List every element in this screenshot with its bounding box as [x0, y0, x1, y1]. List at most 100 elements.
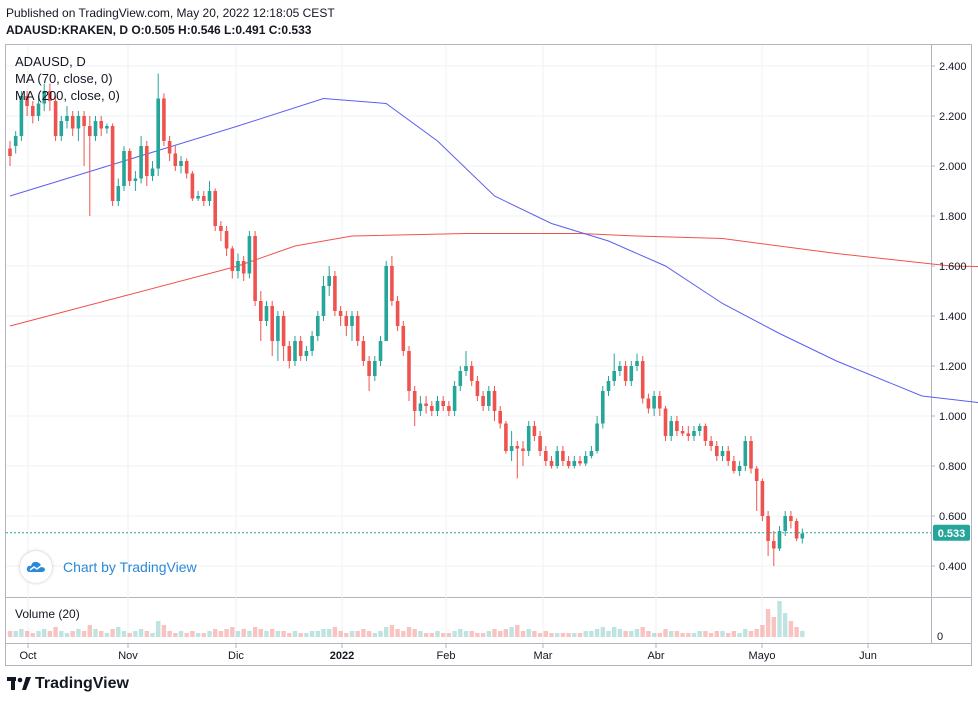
last-price-label: 0.533: [938, 528, 966, 540]
candle-body: [766, 516, 770, 541]
candle-body: [310, 336, 314, 351]
ohlc-readout: ADAUSD:KRAKEN, D O:0.505 H:0.546 L:0.491…: [6, 23, 312, 37]
candle-body: [156, 98, 160, 169]
volume-bar: [697, 631, 702, 637]
volume-bar: [691, 633, 697, 637]
volume-bar: [708, 633, 714, 637]
candle-body: [703, 426, 708, 441]
volume-bar: [731, 631, 737, 637]
footer-brand[interactable]: TradingView: [7, 675, 129, 693]
volume-bar: [389, 625, 395, 637]
candle-body: [338, 311, 343, 316]
candle-body: [105, 126, 109, 129]
volume-bar: [452, 631, 457, 637]
volume-bar: [93, 629, 98, 637]
y-tick-label: 2.000: [939, 161, 967, 173]
volume-bar: [441, 633, 446, 637]
candle-body: [179, 161, 183, 166]
candle-body: [401, 326, 406, 351]
y-tick-label: 1.800: [939, 211, 967, 223]
volume-bar: [258, 629, 263, 637]
ma200-path: [9, 233, 978, 327]
candle-body: [162, 98, 166, 141]
candle-body: [578, 461, 582, 464]
candle-body: [487, 391, 491, 406]
candle-body: [13, 136, 18, 146]
candle-body: [709, 441, 713, 446]
volume-bar: [537, 633, 543, 637]
candle-body: [749, 441, 753, 469]
y-tick-label: 1.600: [939, 261, 967, 273]
volume-bar: [344, 633, 349, 637]
volume-bar: [167, 631, 172, 637]
volume-bar: [526, 629, 531, 637]
volume-bar: [401, 631, 406, 637]
volume-bar: [469, 631, 474, 637]
volume-bar: [13, 631, 18, 637]
candle-body: [544, 451, 548, 461]
candle-body: [367, 361, 371, 376]
x-tick-label: Nov: [118, 650, 138, 662]
volume-bar: [19, 629, 24, 637]
volume-bar: [583, 631, 588, 637]
candle-body: [8, 148, 12, 156]
volume-bar: [264, 631, 269, 637]
candle-body: [572, 461, 577, 466]
volume-bar: [555, 633, 560, 637]
volume-bar: [720, 631, 725, 637]
volume-bar: [606, 631, 611, 637]
volume-bar: [247, 631, 252, 637]
candle-body: [800, 533, 805, 539]
watermark-text: Chart by TradingView: [63, 559, 197, 575]
candle-body: [281, 316, 286, 346]
legend-ma70: MA (70, close, 0): [15, 71, 113, 86]
volume-bar: [241, 629, 246, 637]
candle-body: [589, 451, 594, 456]
volume-bar: [646, 631, 651, 637]
candle-body: [88, 126, 92, 136]
y-tick-label: 2.200: [939, 111, 967, 123]
candle-body: [566, 461, 571, 466]
volume-bar: [235, 631, 241, 637]
tradingview-cloud-icon: [20, 551, 52, 583]
volume-bar: [287, 633, 292, 637]
volume-bar: [24, 631, 30, 637]
candle-body: [675, 421, 679, 431]
volume-bar: [292, 631, 298, 637]
volume-bar: [116, 627, 121, 637]
candle-body: [344, 316, 349, 326]
volume-bar: [566, 633, 571, 637]
volume-bar: [218, 631, 224, 637]
volume-bar: [338, 631, 343, 637]
candle-body: [53, 101, 58, 136]
last-price-badge: 0.533: [933, 524, 970, 541]
candle-body: [355, 316, 360, 341]
volume-bar: [532, 631, 537, 637]
volume-bar: [492, 629, 497, 637]
price-axis-ticks: 2.400 2.200 2.000 1.800 1.600 1.400 1.200 1.000…: [931, 61, 967, 573]
ma70-line: [9, 97, 978, 404]
volume-bar: [110, 629, 115, 637]
candle-body: [595, 423, 599, 451]
candle-body: [663, 408, 668, 436]
tradingview-watermark[interactable]: Chart by TradingView: [20, 551, 197, 583]
volume-axis-zero: 0: [937, 631, 943, 643]
candle-body: [127, 151, 132, 181]
candle-body: [618, 366, 622, 371]
volume-bar: [230, 627, 235, 637]
volume-bar: [737, 633, 742, 637]
volume-bar: [429, 633, 434, 637]
volume-bar: [748, 631, 754, 637]
volume-bar: [190, 631, 195, 637]
volume-bar: [515, 625, 520, 637]
volume-bar: [87, 625, 92, 637]
volume-bar: [213, 629, 218, 637]
candle-body: [259, 301, 263, 321]
x-tick-label: Oct: [19, 650, 36, 662]
candle-body: [743, 441, 748, 466]
candle-body: [316, 316, 320, 336]
candle-body: [504, 423, 508, 451]
candle-body: [424, 403, 428, 406]
volume-bar: [161, 625, 167, 637]
